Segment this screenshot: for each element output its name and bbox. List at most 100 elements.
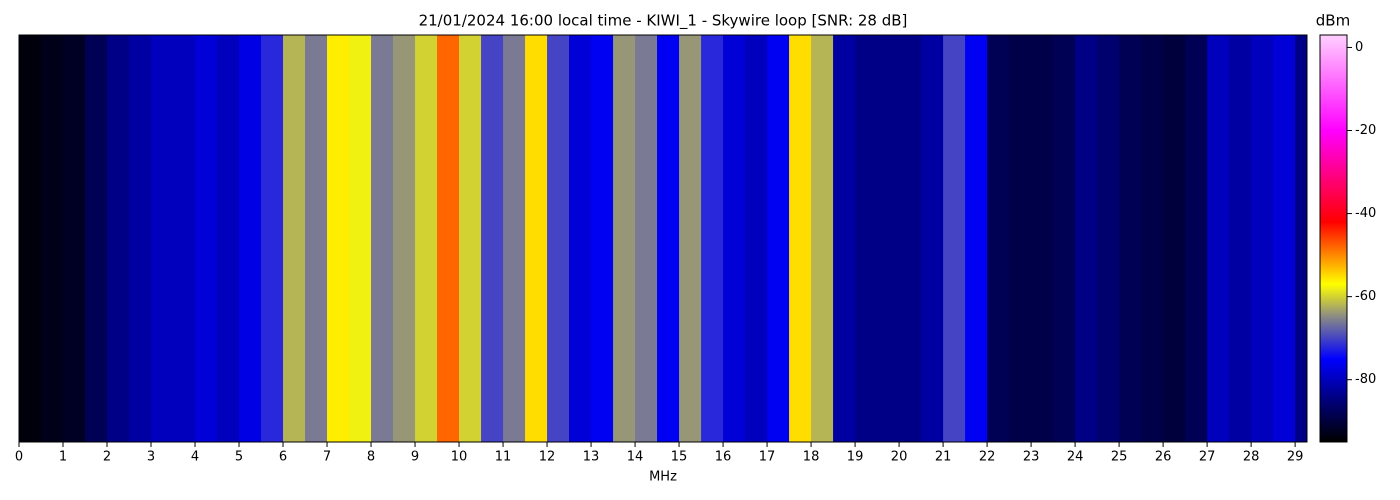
heat-cell	[921, 35, 944, 442]
heat-cell	[1119, 35, 1142, 442]
x-tick-label: 10	[451, 450, 468, 465]
x-tick-label: 18	[803, 450, 820, 465]
heat-cell	[349, 35, 372, 442]
heatmap	[19, 35, 1307, 442]
heat-cell	[217, 35, 240, 442]
heat-cell	[503, 35, 526, 442]
colorbar-label: dBm	[1316, 12, 1350, 30]
heat-cell	[1097, 35, 1120, 442]
heat-cell	[1273, 35, 1296, 442]
heat-cell	[1207, 35, 1230, 442]
x-tick-label: 23	[1023, 450, 1040, 465]
x-tick-label: 13	[583, 450, 600, 465]
heat-cell	[107, 35, 130, 442]
x-tick-label: 27	[1199, 450, 1216, 465]
heat-cell	[1185, 35, 1208, 442]
heat-cell	[1053, 35, 1076, 442]
colorbar-tick-label: -60	[1355, 289, 1376, 304]
x-tick-label: 29	[1287, 450, 1304, 465]
x-tick-label: 0	[15, 450, 23, 465]
heat-cell	[767, 35, 790, 442]
heat-cell	[833, 35, 856, 442]
heat-cell	[855, 35, 878, 442]
heat-cell	[481, 35, 504, 442]
colorbar-tick-label: -40	[1355, 206, 1376, 221]
heat-cell	[459, 35, 482, 442]
heat-cell	[1295, 35, 1307, 442]
x-tick-label: 2	[103, 450, 111, 465]
heat-cell	[261, 35, 284, 442]
colorbar-tick-label: 0	[1355, 40, 1363, 55]
x-tick-label: 28	[1243, 450, 1260, 465]
heat-cell	[1251, 35, 1274, 442]
x-tick-label: 7	[323, 450, 331, 465]
heat-cell	[173, 35, 196, 442]
colorbar	[1319, 34, 1348, 443]
x-tick-label: 24	[1067, 450, 1084, 465]
x-tick-label: 14	[627, 450, 644, 465]
heat-cell	[569, 35, 592, 442]
colorbar-tick-label: -20	[1355, 123, 1376, 138]
heat-cell	[195, 35, 218, 442]
heat-cell	[151, 35, 174, 442]
x-tick-label: 1	[59, 450, 67, 465]
x-tick-label: 12	[539, 450, 556, 465]
heat-cell	[701, 35, 724, 442]
x-tick-label: 19	[847, 450, 864, 465]
x-tick-label: 16	[715, 450, 732, 465]
heat-cell	[371, 35, 394, 442]
x-axis-label: MHz	[649, 470, 677, 485]
x-tick-label: 26	[1155, 450, 1172, 465]
heat-cell	[657, 35, 680, 442]
heat-cell	[85, 35, 108, 442]
heat-cell	[723, 35, 746, 442]
x-tick-label: 8	[367, 450, 375, 465]
heat-cell	[745, 35, 768, 442]
heat-cell	[525, 35, 548, 442]
heat-cell	[1031, 35, 1054, 442]
heat-cell	[987, 35, 1010, 442]
heat-cell	[613, 35, 636, 442]
x-tick-label: 15	[671, 450, 688, 465]
heat-cell	[1075, 35, 1098, 442]
plot-frame	[18, 34, 1308, 443]
heat-cell	[129, 35, 152, 442]
heat-cell	[943, 35, 966, 442]
x-tick-label: 5	[235, 450, 243, 465]
heat-cell	[789, 35, 812, 442]
heat-cell	[63, 35, 86, 442]
heat-cell	[965, 35, 988, 442]
heat-cell	[679, 35, 702, 442]
heat-cell	[305, 35, 328, 442]
heat-cell	[1141, 35, 1164, 442]
heat-cell	[899, 35, 922, 442]
heat-cell	[393, 35, 416, 442]
heat-cell	[877, 35, 900, 442]
x-tick-label: 3	[147, 450, 155, 465]
heat-cell	[1163, 35, 1186, 442]
x-tick-label: 6	[279, 450, 287, 465]
heat-cell	[635, 35, 658, 442]
heat-cell	[1229, 35, 1252, 442]
heat-cell	[437, 35, 460, 442]
heat-cell	[327, 35, 350, 442]
x-tick-label: 20	[891, 450, 908, 465]
chart-title: 21/01/2024 16:00 local time - KIWI_1 - S…	[419, 12, 908, 31]
heat-cell	[239, 35, 262, 442]
x-tick-label: 11	[495, 450, 512, 465]
x-tick-label: 9	[411, 450, 419, 465]
x-tick-label: 22	[979, 450, 996, 465]
heat-cell	[1009, 35, 1032, 442]
heat-cell	[283, 35, 306, 442]
heat-cell	[41, 35, 64, 442]
heat-cell	[591, 35, 614, 442]
heat-cell	[19, 35, 42, 442]
heat-cell	[415, 35, 438, 442]
heat-cell	[547, 35, 570, 442]
x-tick-label: 17	[759, 450, 776, 465]
x-tick-label: 4	[191, 450, 199, 465]
heat-cell	[811, 35, 834, 442]
x-tick-label: 25	[1111, 450, 1128, 465]
colorbar-tick-label: -80	[1355, 372, 1376, 387]
